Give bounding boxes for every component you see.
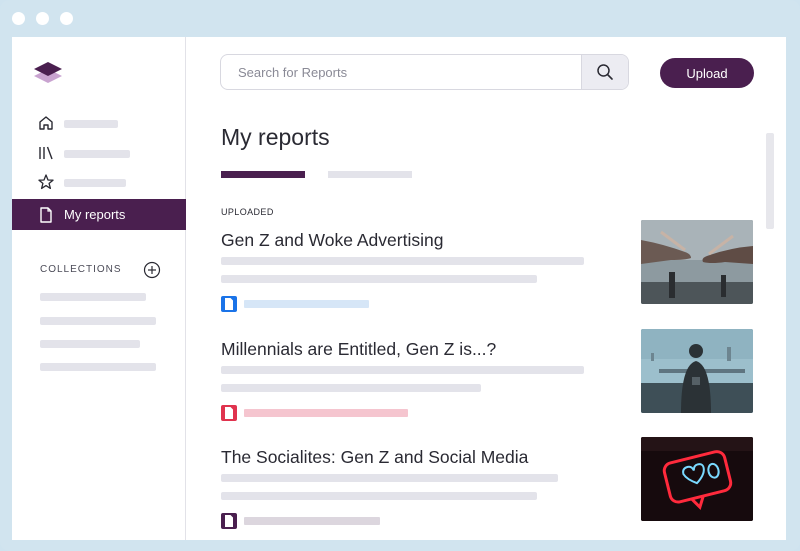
collection-item[interactable] bbox=[40, 363, 156, 371]
search-bar bbox=[220, 54, 629, 90]
file-type-icon bbox=[221, 296, 237, 312]
report-tag-placeholder bbox=[244, 517, 380, 525]
library-icon bbox=[39, 146, 53, 160]
collection-item[interactable] bbox=[40, 317, 156, 325]
report-title[interactable]: Gen Z and Woke Advertising bbox=[221, 230, 444, 250]
sidebar-item-home[interactable] bbox=[12, 109, 186, 137]
section-label: UPLOADED bbox=[221, 207, 274, 217]
report-item[interactable]: Gen Z and Woke Advertising bbox=[221, 220, 756, 320]
report-tag-placeholder bbox=[244, 409, 408, 417]
collection-item[interactable] bbox=[40, 293, 146, 301]
report-item[interactable]: Millennials are Entitled, Gen Z is...? bbox=[221, 329, 756, 429]
report-description-placeholder bbox=[221, 474, 558, 482]
report-thumbnail[interactable] bbox=[641, 437, 753, 521]
report-description-placeholder bbox=[221, 384, 481, 392]
sidebar-item-label: My reports bbox=[64, 207, 126, 222]
sidebar-item-placeholder bbox=[64, 150, 130, 158]
report-thumbnail[interactable] bbox=[641, 329, 753, 413]
close-window-dot[interactable] bbox=[12, 12, 25, 25]
sidebar-item-my-reports[interactable]: My reports bbox=[12, 199, 186, 230]
sidebar-item-library[interactable] bbox=[12, 139, 186, 167]
report-thumbnail[interactable] bbox=[641, 220, 753, 304]
sidebar-item-placeholder bbox=[64, 179, 126, 187]
tab-secondary[interactable] bbox=[328, 171, 412, 178]
app-window: My reports COLLECTIONS bbox=[12, 37, 786, 540]
main-content: Upload My reports UPLOADED Gen Z and Wok… bbox=[187, 37, 786, 540]
file-type-icon bbox=[221, 513, 237, 529]
search-input[interactable] bbox=[221, 55, 582, 89]
tab-uploaded[interactable] bbox=[221, 171, 305, 178]
report-description-placeholder bbox=[221, 492, 537, 500]
star-icon bbox=[38, 174, 54, 190]
neon-heart-sign-photo bbox=[641, 437, 753, 521]
upload-button[interactable]: Upload bbox=[660, 58, 754, 88]
window-controls bbox=[12, 12, 73, 25]
file-type-icon bbox=[221, 405, 237, 421]
document-icon bbox=[40, 206, 52, 223]
plus-circle-icon[interactable] bbox=[143, 261, 161, 279]
report-item[interactable]: The Socialites: Gen Z and Social Media bbox=[221, 437, 756, 537]
report-description-placeholder bbox=[221, 366, 584, 374]
maximize-window-dot[interactable] bbox=[60, 12, 73, 25]
report-tag-placeholder bbox=[244, 300, 369, 308]
report-title[interactable]: The Socialites: Gen Z and Social Media bbox=[221, 447, 529, 467]
collection-item[interactable] bbox=[40, 340, 140, 348]
person-phone-city-photo bbox=[641, 329, 753, 413]
hands-reaching-photo bbox=[641, 220, 753, 304]
sidebar-item-favorites[interactable] bbox=[12, 168, 186, 196]
scrollbar[interactable] bbox=[766, 133, 774, 229]
report-description-placeholder bbox=[221, 257, 584, 265]
home-icon bbox=[39, 116, 53, 130]
page-title: My reports bbox=[221, 124, 330, 150]
report-description-placeholder bbox=[221, 275, 537, 283]
sidebar: My reports COLLECTIONS bbox=[12, 37, 186, 540]
minimize-window-dot[interactable] bbox=[36, 12, 49, 25]
collections-heading: COLLECTIONS bbox=[40, 264, 122, 275]
search-button[interactable] bbox=[581, 55, 628, 89]
layers-logo-icon[interactable] bbox=[33, 59, 63, 87]
search-icon bbox=[597, 64, 613, 80]
sidebar-item-placeholder bbox=[64, 120, 118, 128]
report-title[interactable]: Millennials are Entitled, Gen Z is...? bbox=[221, 339, 497, 359]
